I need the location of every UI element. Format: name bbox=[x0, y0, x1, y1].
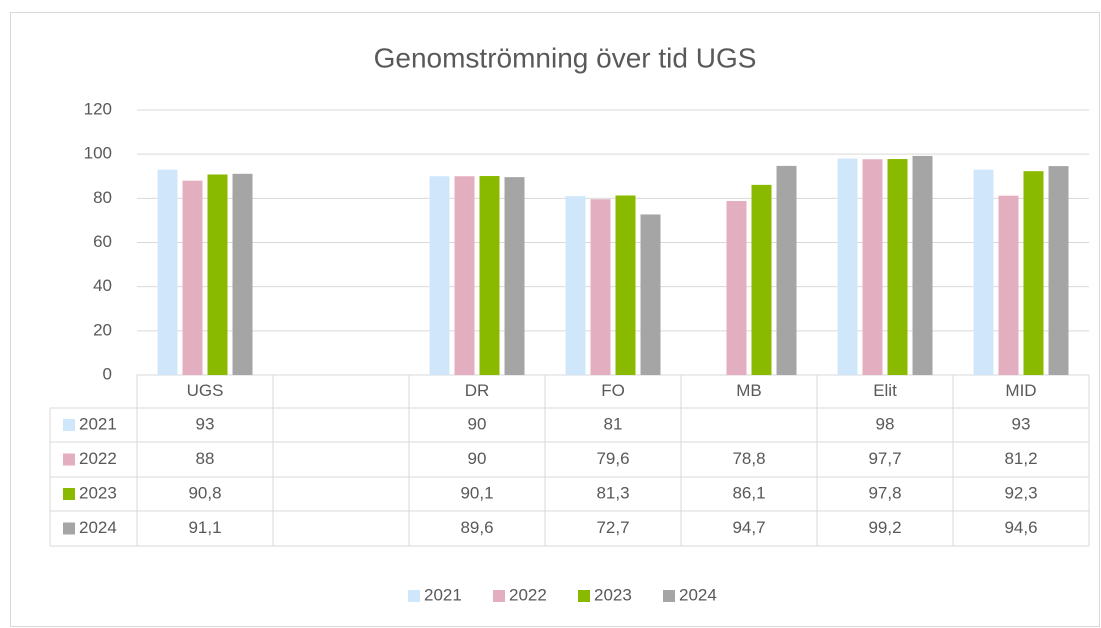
legend-label: 2022 bbox=[509, 585, 547, 604]
table-cell: 97,7 bbox=[868, 449, 901, 468]
bar bbox=[504, 177, 525, 375]
bar bbox=[1048, 166, 1069, 375]
table-cell: 90 bbox=[468, 449, 487, 468]
bar bbox=[207, 174, 228, 375]
y-tick-label: 120 bbox=[84, 99, 112, 118]
table-cell: 92,3 bbox=[1004, 483, 1037, 502]
table-cell: 93 bbox=[1012, 414, 1031, 433]
legend-key bbox=[493, 590, 505, 602]
table-cell: 81,2 bbox=[1004, 449, 1037, 468]
x-tick-label: FO bbox=[601, 381, 625, 400]
y-tick-label: 40 bbox=[93, 276, 112, 295]
bar bbox=[454, 176, 475, 375]
bar bbox=[1023, 171, 1044, 375]
table-cell: 89,6 bbox=[460, 518, 493, 537]
x-tick-label: MID bbox=[1005, 381, 1036, 400]
y-tick-label: 0 bbox=[103, 364, 112, 383]
table-cell: 98 bbox=[876, 414, 895, 433]
table-row-label: 2021 bbox=[79, 414, 117, 433]
bar bbox=[565, 196, 586, 375]
table-legend-key bbox=[63, 488, 75, 500]
table-row-label: 2022 bbox=[79, 449, 117, 468]
table-row-label: 2023 bbox=[79, 483, 117, 502]
table-cell: 93 bbox=[196, 414, 215, 433]
table-legend-key bbox=[63, 453, 75, 466]
table-cell: 79,6 bbox=[596, 449, 629, 468]
table-cell: 81 bbox=[604, 414, 623, 433]
bar bbox=[862, 159, 883, 375]
bar bbox=[232, 173, 253, 375]
bar bbox=[887, 159, 908, 375]
bar bbox=[157, 169, 178, 375]
bar bbox=[998, 195, 1019, 375]
table-cell: 97,8 bbox=[868, 483, 901, 502]
bar bbox=[837, 158, 858, 375]
table-cell: 78,8 bbox=[732, 449, 765, 468]
table-cell: 72,7 bbox=[596, 518, 629, 537]
legend-key bbox=[663, 590, 675, 602]
table-legend-key bbox=[63, 419, 75, 431]
legend-label: 2021 bbox=[424, 585, 462, 604]
bar bbox=[751, 184, 772, 375]
bar bbox=[776, 165, 797, 375]
table-row-label: 2024 bbox=[79, 518, 117, 537]
table-cell: 99,2 bbox=[868, 518, 901, 537]
table-legend-key bbox=[63, 522, 75, 535]
y-tick-label: 100 bbox=[84, 144, 112, 163]
chart-title: Genomströmning över tid UGS bbox=[374, 42, 757, 73]
bar bbox=[640, 214, 661, 375]
table-cell: 90 bbox=[468, 414, 487, 433]
x-tick-label: DR bbox=[465, 381, 490, 400]
y-tick-label: 60 bbox=[93, 232, 112, 251]
x-tick-label: UGS bbox=[187, 381, 224, 400]
legend-label: 2023 bbox=[594, 585, 632, 604]
table-cell: 90,1 bbox=[460, 483, 493, 502]
table-cell: 94,7 bbox=[732, 518, 765, 537]
table-cell: 90,8 bbox=[188, 483, 221, 502]
x-tick-label: MB bbox=[736, 381, 762, 400]
table-cell: 91,1 bbox=[188, 518, 221, 537]
bar bbox=[912, 155, 933, 375]
bar bbox=[429, 176, 450, 375]
table-cell: 81,3 bbox=[596, 483, 629, 502]
legend-label: 2024 bbox=[679, 585, 717, 604]
bar bbox=[615, 195, 636, 375]
table-cell: 94,6 bbox=[1004, 518, 1037, 537]
y-tick-label: 20 bbox=[93, 320, 112, 339]
legend-key bbox=[578, 590, 590, 602]
bar bbox=[973, 169, 994, 375]
table-cell: 88 bbox=[196, 449, 215, 468]
y-tick-label: 80 bbox=[93, 188, 112, 207]
table-cell: 86,1 bbox=[732, 483, 765, 502]
bar bbox=[479, 176, 500, 375]
legend-key bbox=[408, 590, 420, 602]
bar bbox=[182, 180, 203, 375]
x-tick-label: Elit bbox=[873, 381, 897, 400]
bar bbox=[590, 199, 611, 375]
bar bbox=[726, 200, 747, 375]
